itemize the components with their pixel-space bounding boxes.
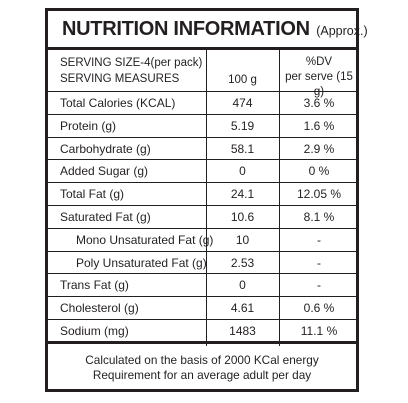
nutrient-row: Protein (g) 5.19 1.6 % — [48, 115, 356, 138]
nutrient-value: 2.53 — [230, 255, 255, 270]
nutrient-dv: 11.1 % — [300, 323, 338, 338]
title-note: (Approx.) — [316, 24, 368, 38]
nutrient-value: 474 — [232, 96, 253, 110]
nutrient-dv: - — [317, 278, 321, 293]
nutrient-name: Sodium (mg) — [60, 323, 129, 338]
nutrient-dv: 0.6 % — [303, 301, 335, 316]
nutrient-name: Mono Unsaturated Fat (g) — [76, 232, 214, 247]
nutrient-row: Carbohydrate (g) 58.1 2.9 % — [48, 138, 356, 161]
nutrient-row: Sodium (mg) 1483 11.1 % — [48, 320, 356, 345]
footer-line-1: Calculated on the basis of 2000 KCal ene… — [85, 353, 319, 367]
nutrient-value: 0 — [239, 164, 246, 179]
nutrient-value: 4.61 — [230, 301, 255, 316]
nutrient-name: Cholesterol (g) — [60, 301, 139, 316]
footer-line-2: Requirement for an average adult per day — [92, 367, 312, 382]
serving-measures: SERVING MEASURES — [60, 73, 180, 85]
nutrient-name: Saturated Fat (g) — [60, 209, 151, 224]
nutrient-name: Carbohydrate (g) — [60, 141, 151, 156]
nutrient-name: Poly Unsaturated Fat (g) — [76, 255, 207, 270]
per-100g-header: 100 g — [228, 74, 257, 86]
nutrient-row: Total Fat (g) 24.1 12.05 % — [48, 183, 356, 206]
title-text: NUTRITION INFORMATION — [62, 18, 310, 40]
nutrient-name: Total Calories (KCAL) — [60, 96, 176, 110]
nutrient-row: Trans Fat (g) 0 - — [48, 274, 356, 298]
dv-header-line1: %DV — [305, 56, 333, 68]
nutrient-dv: 0 % — [308, 164, 330, 179]
column-divider — [206, 50, 207, 346]
column-divider — [279, 50, 280, 346]
serving-size: SERVING SIZE-4(per pack) — [60, 57, 203, 69]
nutrient-row: Poly Unsaturated Fat (g) 2.53 - — [48, 252, 356, 275]
label-footer: Calculated on the basis of 2000 KCal ene… — [48, 353, 356, 382]
nutrient-row: Mono Unsaturated Fat (g) 10 - — [48, 229, 356, 252]
nutrient-name: Trans Fat (g) — [60, 278, 129, 293]
nutrient-name: Protein (g) — [60, 118, 117, 133]
nutrient-dv: 2.9 % — [303, 141, 335, 156]
nutrient-value: 0 — [239, 278, 246, 293]
nutrient-value: 5.19 — [230, 118, 255, 133]
nutrient-value: 10 — [235, 232, 250, 247]
nutrient-row: Added Sugar (g) 0 0 % — [48, 160, 356, 184]
nutrient-name: Total Fat (g) — [60, 187, 125, 202]
serving-info: SERVING SIZE-4(per pack) SERVING MEASURE… — [60, 55, 202, 87]
nutrient-row: Cholesterol (g) 4.61 0.6 % — [48, 297, 356, 320]
nutrient-value: 24.1 — [230, 187, 255, 202]
nutrient-dv: 3.6 % — [303, 96, 335, 110]
nutrient-row: Saturated Fat (g) 10.6 8.1 % — [48, 206, 356, 229]
nutrient-dv: 1.6 % — [303, 118, 335, 133]
nutrient-name: Added Sugar (g) — [60, 164, 149, 179]
nutrition-label: NUTRITION INFORMATION (Approx.) SERVING … — [45, 8, 368, 392]
label-title: NUTRITION INFORMATION (Approx.) — [62, 18, 368, 41]
nutrient-dv: 12.05 % — [296, 187, 342, 202]
title-divider — [48, 47, 356, 50]
dv-header-line2: per serve (15 g) — [285, 71, 353, 98]
nutrient-dv: 8.1 % — [303, 209, 335, 224]
nutrient-rows: Total Calories (KCAL) 474 3.6 % Protein (g)… — [48, 92, 356, 345]
nutrient-dv: - — [317, 232, 321, 247]
header-divider — [48, 91, 356, 92]
nutrient-value: 58.1 — [230, 141, 255, 156]
nutrient-row: Total Calories (KCAL) 474 3.6 % — [48, 92, 356, 115]
nutrient-value: 1483 — [229, 323, 256, 338]
nutrient-dv: - — [317, 255, 321, 270]
table-header: SERVING SIZE-4(per pack) SERVING MEASURE… — [48, 50, 356, 98]
nutrient-value: 10.6 — [230, 209, 255, 224]
dv-header: %DV per serve (15 g) — [279, 55, 359, 100]
